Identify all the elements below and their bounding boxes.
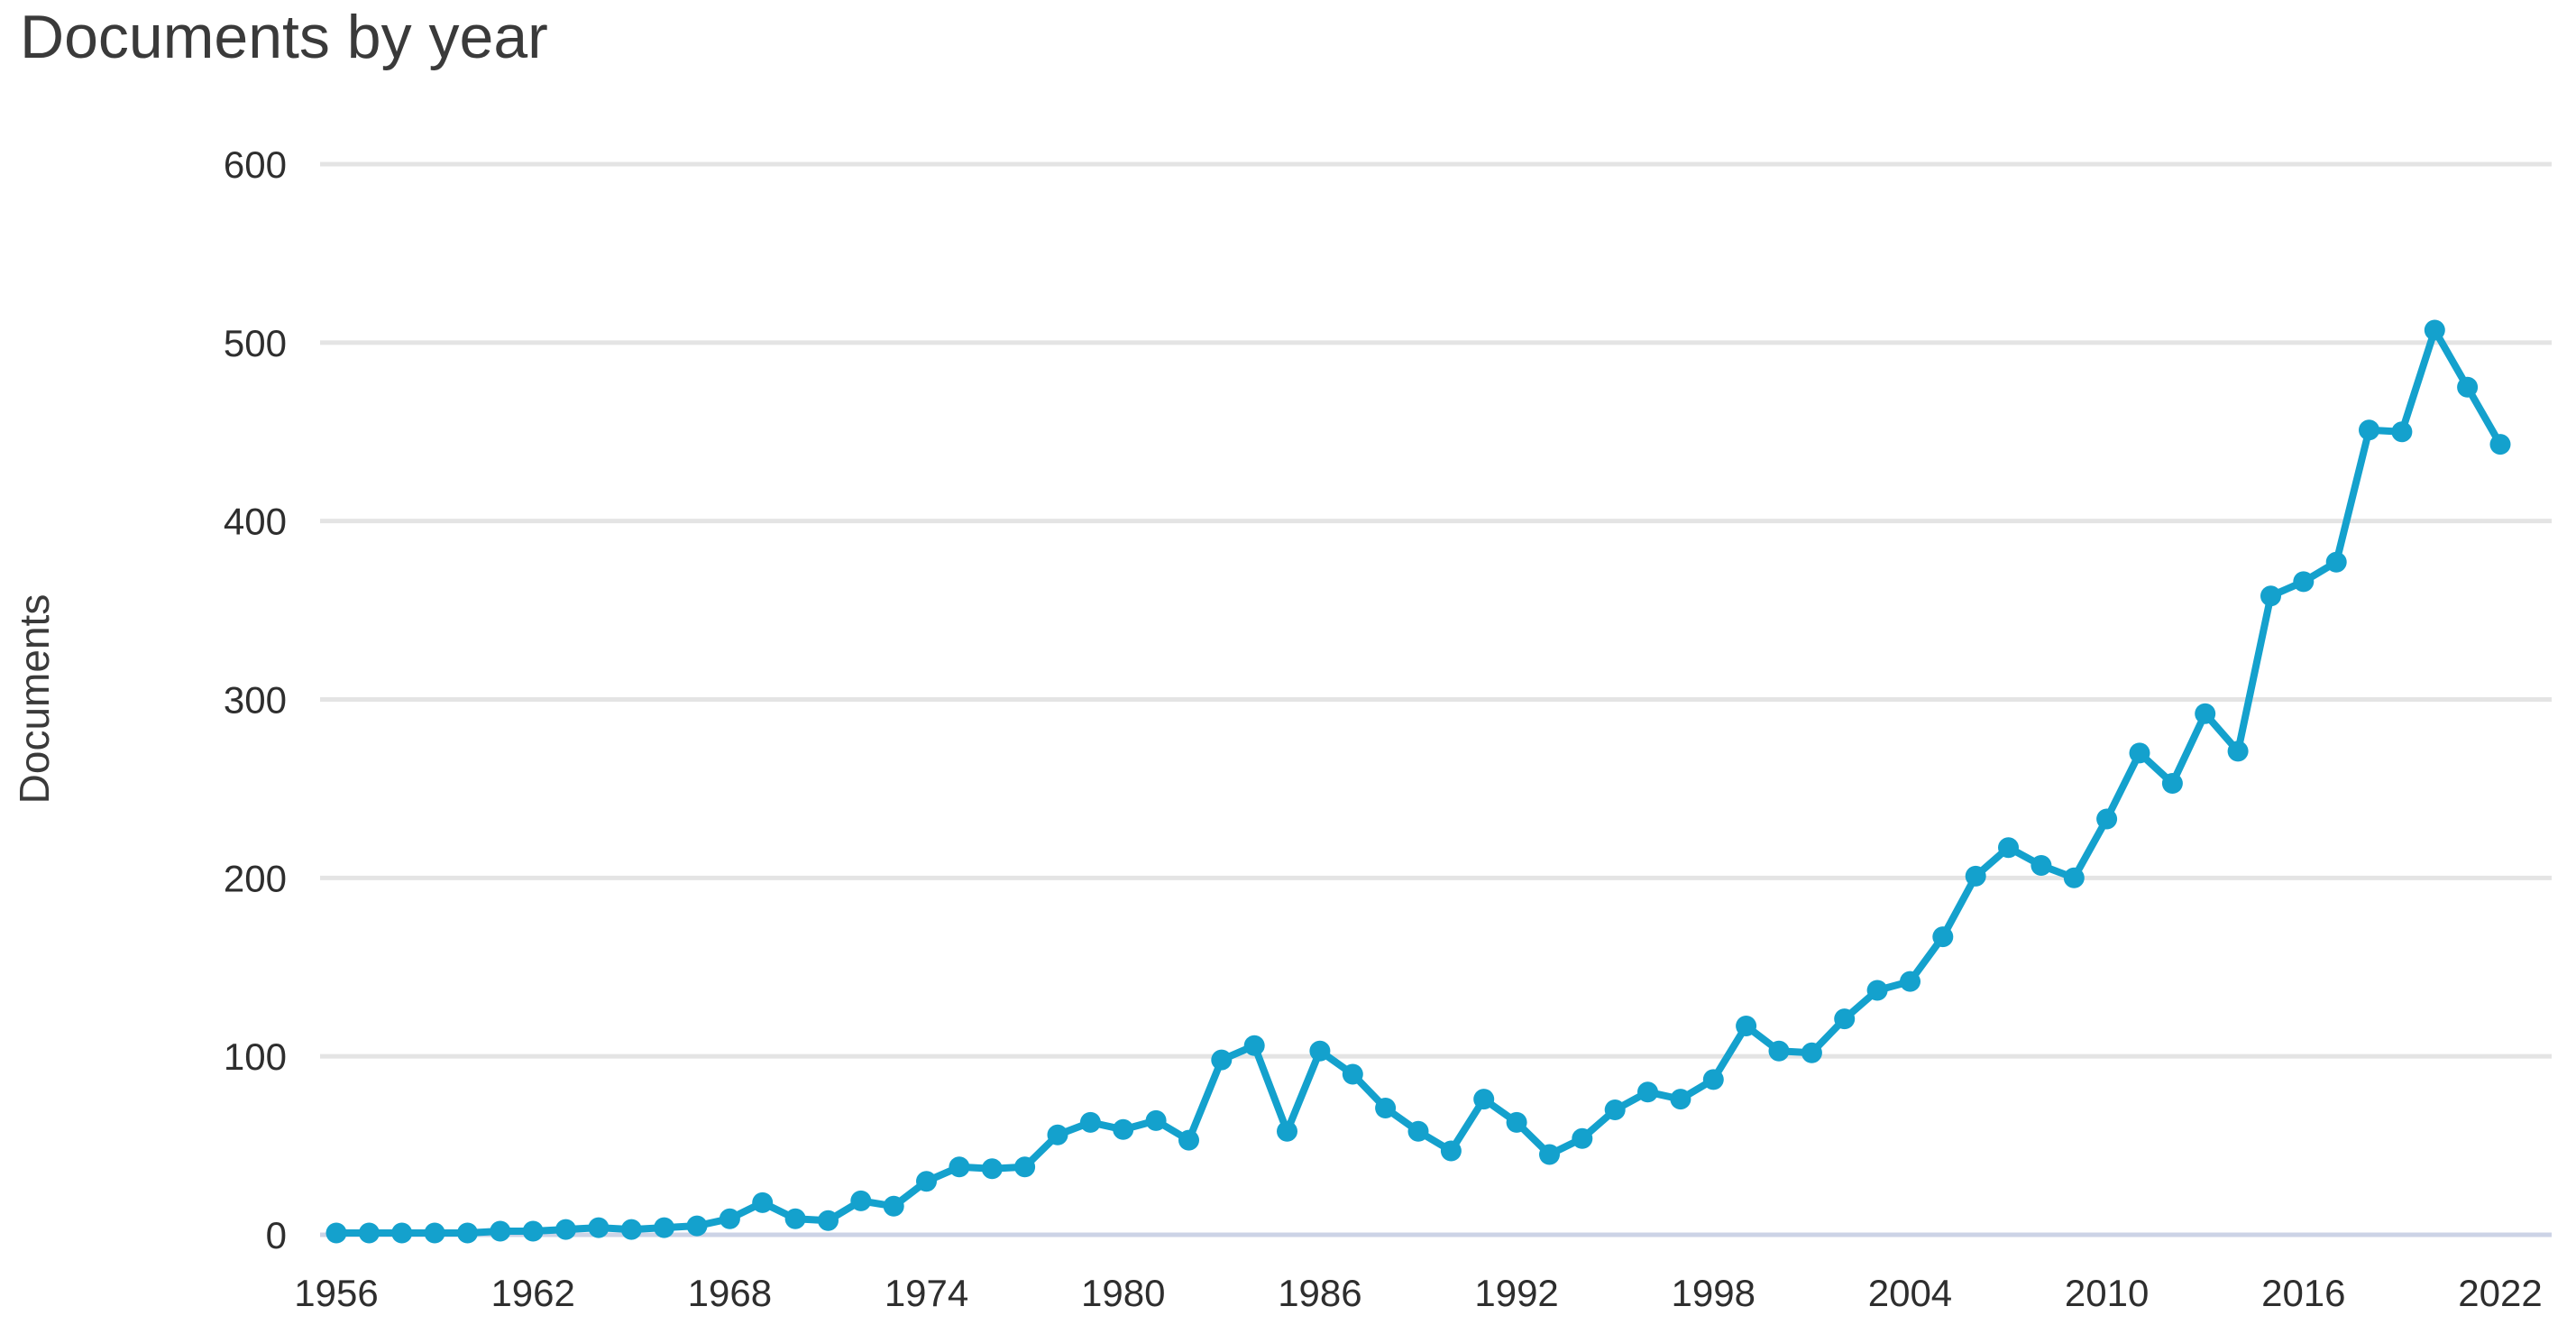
- x-tick-label-1968: 1968: [688, 1272, 772, 1314]
- x-tick-label-1980: 1980: [1081, 1272, 1165, 1314]
- data-point-1977[interactable]: [1014, 1156, 1036, 1178]
- data-point-1984[interactable]: [1243, 1035, 1265, 1056]
- data-point-1978[interactable]: [1047, 1124, 1068, 1145]
- data-point-2017[interactable]: [2325, 551, 2347, 573]
- x-tick-label-1956: 1956: [294, 1272, 378, 1314]
- data-point-1971[interactable]: [818, 1210, 839, 1231]
- data-point-1998[interactable]: [1702, 1069, 1724, 1090]
- data-point-1996[interactable]: [1637, 1081, 1658, 1103]
- data-point-2022[interactable]: [2489, 434, 2511, 455]
- data-point-1966[interactable]: [654, 1217, 675, 1238]
- data-point-2000[interactable]: [1768, 1040, 1790, 1062]
- data-point-1961[interactable]: [490, 1220, 511, 1242]
- data-point-2020[interactable]: [2424, 319, 2445, 341]
- data-point-2008[interactable]: [2031, 855, 2052, 876]
- data-point-1988[interactable]: [1375, 1098, 1397, 1118]
- data-point-2001[interactable]: [1801, 1042, 1822, 1063]
- data-point-2009[interactable]: [2063, 867, 2085, 888]
- x-tick-label-1998: 1998: [1672, 1272, 1756, 1314]
- data-point-1999[interactable]: [1736, 1016, 1757, 1036]
- data-point-1995[interactable]: [1604, 1099, 1626, 1120]
- y-tick-label-400: 400: [224, 501, 287, 543]
- data-point-1981[interactable]: [1145, 1109, 1167, 1131]
- data-point-1991[interactable]: [1473, 1089, 1495, 1110]
- data-point-1957[interactable]: [358, 1222, 380, 1244]
- data-point-2012[interactable]: [2161, 773, 2183, 794]
- data-point-1964[interactable]: [588, 1217, 610, 1238]
- data-point-1983[interactable]: [1211, 1049, 1233, 1071]
- data-point-1972[interactable]: [850, 1190, 872, 1211]
- data-point-1965[interactable]: [620, 1219, 642, 1240]
- data-point-1975[interactable]: [949, 1156, 970, 1178]
- data-point-1958[interactable]: [391, 1222, 413, 1244]
- data-point-2015[interactable]: [2260, 585, 2281, 607]
- x-tick-label-2022: 2022: [2458, 1272, 2542, 1314]
- data-point-2004[interactable]: [1900, 971, 1921, 992]
- data-point-1985[interactable]: [1277, 1120, 1297, 1142]
- data-point-2021[interactable]: [2457, 376, 2479, 398]
- data-point-1990[interactable]: [1440, 1140, 1462, 1162]
- data-point-1973[interactable]: [883, 1195, 904, 1217]
- x-tick-label-1992: 1992: [1474, 1272, 1558, 1314]
- y-tick-label-100: 100: [224, 1035, 287, 1078]
- x-tick-label-1986: 1986: [1278, 1272, 1361, 1314]
- data-point-1976[interactable]: [981, 1158, 1003, 1180]
- data-point-1969[interactable]: [752, 1191, 774, 1213]
- data-point-2005[interactable]: [1932, 926, 1954, 948]
- data-point-2006[interactable]: [1965, 865, 1986, 887]
- x-tick-label-1962: 1962: [490, 1272, 574, 1314]
- y-tick-label-500: 500: [224, 322, 287, 364]
- data-point-1997[interactable]: [1670, 1089, 1691, 1110]
- data-point-2003[interactable]: [1866, 980, 1888, 1001]
- x-tick-label-2010: 2010: [2065, 1272, 2149, 1314]
- data-point-2019[interactable]: [2391, 421, 2413, 443]
- x-tick-label-2004: 2004: [1868, 1272, 1952, 1314]
- data-point-1960[interactable]: [457, 1222, 478, 1244]
- data-point-1968[interactable]: [719, 1208, 740, 1229]
- data-point-1987[interactable]: [1342, 1063, 1363, 1085]
- data-point-1993[interactable]: [1539, 1144, 1560, 1165]
- y-tick-label-0: 0: [266, 1214, 287, 1256]
- y-tick-label-300: 300: [224, 679, 287, 722]
- y-tick-label-600: 600: [224, 143, 287, 186]
- data-point-2002[interactable]: [1834, 1008, 1856, 1030]
- data-point-2016[interactable]: [2293, 571, 2315, 593]
- data-point-1986[interactable]: [1309, 1040, 1331, 1062]
- data-point-2013[interactable]: [2195, 703, 2216, 724]
- data-point-1967[interactable]: [686, 1215, 708, 1237]
- data-point-1989[interactable]: [1407, 1120, 1429, 1142]
- y-tick-label-200: 200: [224, 857, 287, 899]
- x-tick-label-2016: 2016: [2261, 1272, 2345, 1314]
- data-point-2011[interactable]: [2129, 742, 2150, 764]
- data-point-1992[interactable]: [1506, 1111, 1527, 1133]
- data-point-2014[interactable]: [2227, 741, 2249, 762]
- data-point-1994[interactable]: [1572, 1127, 1593, 1149]
- data-point-1970[interactable]: [784, 1208, 806, 1229]
- data-point-1980[interactable]: [1113, 1118, 1134, 1140]
- data-point-1982[interactable]: [1178, 1129, 1199, 1151]
- x-tick-label-1974: 1974: [885, 1272, 968, 1314]
- data-point-1956[interactable]: [325, 1222, 347, 1244]
- data-point-2010[interactable]: [2096, 808, 2118, 830]
- chart-title: Documents by year: [20, 3, 548, 71]
- data-point-2007[interactable]: [1998, 837, 2019, 859]
- data-point-1979[interactable]: [1079, 1111, 1101, 1133]
- data-point-1959[interactable]: [424, 1222, 445, 1244]
- data-point-2018[interactable]: [2359, 419, 2379, 441]
- data-point-1962[interactable]: [522, 1220, 544, 1242]
- data-point-1963[interactable]: [555, 1219, 576, 1240]
- data-point-1974[interactable]: [916, 1171, 937, 1192]
